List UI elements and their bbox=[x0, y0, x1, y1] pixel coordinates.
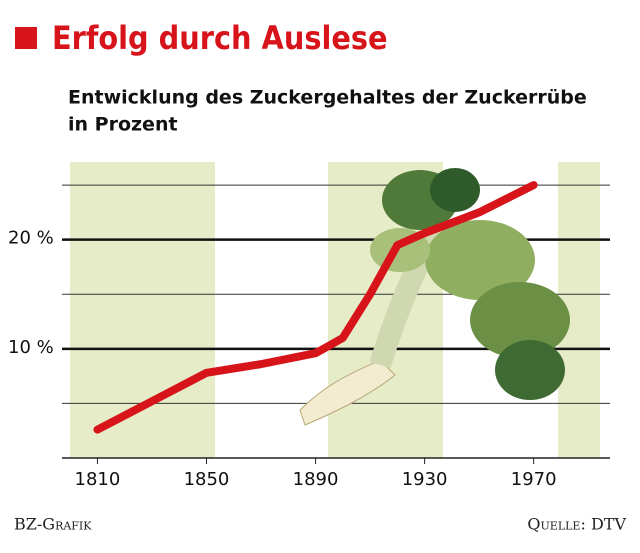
plot bbox=[93, 181, 538, 434]
leaf bbox=[470, 282, 570, 358]
x-tick-label: 1970 bbox=[511, 469, 557, 490]
subtitle: Entwicklung des Zuckergehaltes der Zucke… bbox=[68, 87, 587, 109]
chart-title: Erfolg durch Auslese bbox=[52, 19, 388, 57]
x-tick-label: 1810 bbox=[75, 469, 121, 490]
credit: BZ-Grafik bbox=[14, 515, 92, 534]
band bbox=[70, 162, 215, 458]
subtitle: in Prozent bbox=[68, 114, 178, 136]
data-line bbox=[93, 181, 538, 434]
y-tick-label: 10 % bbox=[8, 337, 54, 358]
x-tick-label: 1850 bbox=[184, 469, 230, 490]
leaf bbox=[425, 220, 535, 300]
x-tick-label: 1890 bbox=[293, 469, 339, 490]
beet-root bbox=[299, 359, 396, 426]
x-tick-label: 1930 bbox=[402, 469, 448, 490]
source: Quelle: DTV bbox=[527, 515, 626, 534]
leaf bbox=[495, 340, 565, 400]
leaf bbox=[430, 168, 480, 212]
y-tick-label: 20 % bbox=[8, 228, 54, 249]
title-marker bbox=[15, 27, 37, 49]
